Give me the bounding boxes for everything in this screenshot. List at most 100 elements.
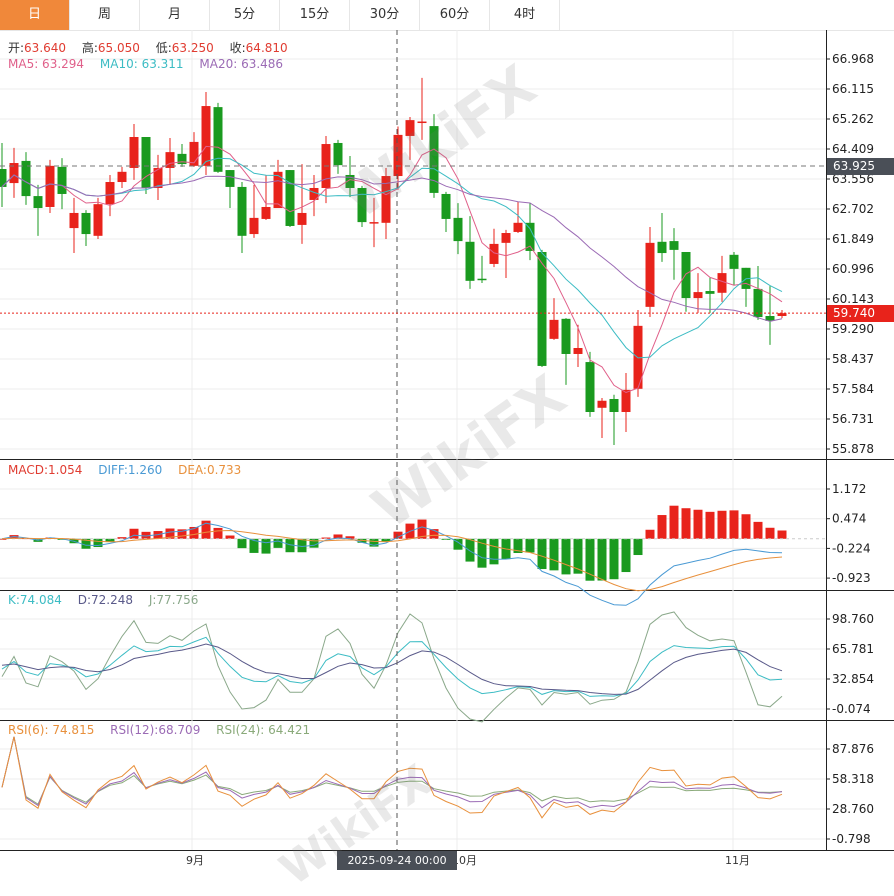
rsi-axis-tick-label: -0.798 xyxy=(832,832,871,846)
kdj-axis-tick-label: -0.074 xyxy=(832,702,871,716)
price-axis-tick-label: 58.437 xyxy=(832,352,874,366)
macd-bar xyxy=(417,519,427,539)
candle-down xyxy=(81,212,91,235)
macd-bar xyxy=(141,531,151,539)
candle-up xyxy=(309,187,319,200)
candle-down xyxy=(465,241,475,281)
close-value: 64.810 xyxy=(245,41,288,55)
macd-bar xyxy=(585,538,595,581)
macd-bar xyxy=(657,515,667,539)
rsi24-value: RSI(24): 64.421 xyxy=(216,723,311,737)
tab-4[interactable]: 15分 xyxy=(280,0,350,30)
macd-bar xyxy=(621,538,631,573)
candle-down xyxy=(33,196,43,209)
kdj-axis-tick-label: 32.854 xyxy=(832,672,874,686)
macd-value: MACD:1.054 xyxy=(8,463,83,477)
candle-down xyxy=(525,222,535,251)
rsi-axis-tick-label: 28.760 xyxy=(832,802,874,816)
k-line xyxy=(1,636,783,697)
candle-up xyxy=(117,171,127,183)
ma10-value: MA10: 63.311 xyxy=(99,57,184,71)
tab-2[interactable]: 月 xyxy=(140,0,210,30)
candle-up xyxy=(381,176,391,223)
macd-bar xyxy=(213,527,223,539)
macd-bar xyxy=(81,538,91,549)
macd-bar xyxy=(429,529,439,539)
crosshair-price-tag: 63.925 xyxy=(827,158,894,175)
rsi12-value: RSI(12):68.709 xyxy=(110,723,201,737)
price-axis-tick-label: 63.556 xyxy=(832,172,874,186)
macd-bar xyxy=(93,538,103,548)
candle-down xyxy=(657,241,667,254)
candle-up xyxy=(261,206,271,219)
macd-bar xyxy=(225,535,235,539)
crosshair-date-tag: 2025-09-24 00:00 xyxy=(337,851,457,870)
macd-bar xyxy=(393,531,403,539)
ma10-line xyxy=(1,157,783,359)
ma5-value: MA5: 63.294 xyxy=(8,57,85,71)
macd-bar xyxy=(261,538,271,554)
high-value: 65.050 xyxy=(97,41,140,55)
price-axis-tick-label: 61.849 xyxy=(832,232,874,246)
candle-down xyxy=(357,187,367,223)
macd-bar xyxy=(741,514,751,539)
macd-bar xyxy=(117,537,127,539)
tab-1[interactable]: 周 xyxy=(70,0,140,30)
candle-up xyxy=(621,389,631,413)
macd-bar xyxy=(705,511,715,539)
macd-bar xyxy=(321,537,331,539)
macd-bar xyxy=(309,538,319,548)
macd-bar xyxy=(0,538,7,540)
ma-legend: MA5: 63.294 MA10: 63.311 MA20: 63.486 xyxy=(8,57,295,71)
candle-down xyxy=(453,217,463,242)
dea-value: DEA:0.733 xyxy=(178,463,242,477)
candle-up xyxy=(597,400,607,408)
candle-up xyxy=(201,106,211,166)
candle-down xyxy=(285,170,295,226)
ma20-line xyxy=(1,174,783,322)
tab-3[interactable]: 5分 xyxy=(210,0,280,30)
candle-up xyxy=(777,313,787,316)
price-axis-tick-label: 56.731 xyxy=(832,412,874,426)
candle-down xyxy=(225,170,235,187)
macd-bar xyxy=(633,538,643,556)
tab-5[interactable]: 30分 xyxy=(350,0,420,30)
rsi24-line xyxy=(1,736,783,805)
candle-up xyxy=(369,222,379,224)
candle-down xyxy=(237,186,247,236)
macd-bar xyxy=(105,538,115,543)
candle-up xyxy=(45,165,55,207)
candle-down xyxy=(333,142,343,166)
macd-bar xyxy=(765,527,775,539)
candle-down xyxy=(57,166,67,194)
diff-value: DIFF:1.260 xyxy=(98,463,163,477)
macd-bar xyxy=(369,538,379,547)
macd-axis-tick-label: 1.172 xyxy=(832,482,866,496)
tab-6[interactable]: 60分 xyxy=(420,0,490,30)
candle-down xyxy=(0,169,7,187)
rsi-axis-tick-label: 87.876 xyxy=(832,742,874,756)
macd-bar xyxy=(693,509,703,539)
macd-bar xyxy=(609,538,619,580)
tab-0[interactable]: 日 xyxy=(0,0,70,30)
candle-up xyxy=(549,319,559,339)
macd-axis-tick-label: -0.923 xyxy=(832,571,871,585)
macd-bar xyxy=(177,529,187,539)
rsi6-value: RSI(6): 74.815 xyxy=(8,723,95,737)
price-axis-tick-label: 66.115 xyxy=(832,82,874,96)
macd-bar xyxy=(453,538,463,550)
candle-up xyxy=(513,222,523,232)
d-value: D:72.248 xyxy=(77,593,134,607)
tab-7[interactable]: 4时 xyxy=(490,0,560,30)
price-axis-tick-label: 65.262 xyxy=(832,112,874,126)
low-value: 63.250 xyxy=(171,41,214,55)
kdj-legend: K:74.084 D:72.248 J:77.756 xyxy=(8,593,210,607)
kdj-axis-tick-label: 98.760 xyxy=(832,612,874,626)
dea-line xyxy=(1,529,783,592)
candle-up xyxy=(165,152,175,168)
candle-up xyxy=(393,134,403,177)
macd-bar xyxy=(381,538,391,542)
kline-chart[interactable]: 66.968 66.115 65.262 64.409 63.556 62.702 61.8… xyxy=(0,0,894,870)
price-axis-tick-label: 60.996 xyxy=(832,262,874,276)
macd-bar xyxy=(333,534,343,539)
